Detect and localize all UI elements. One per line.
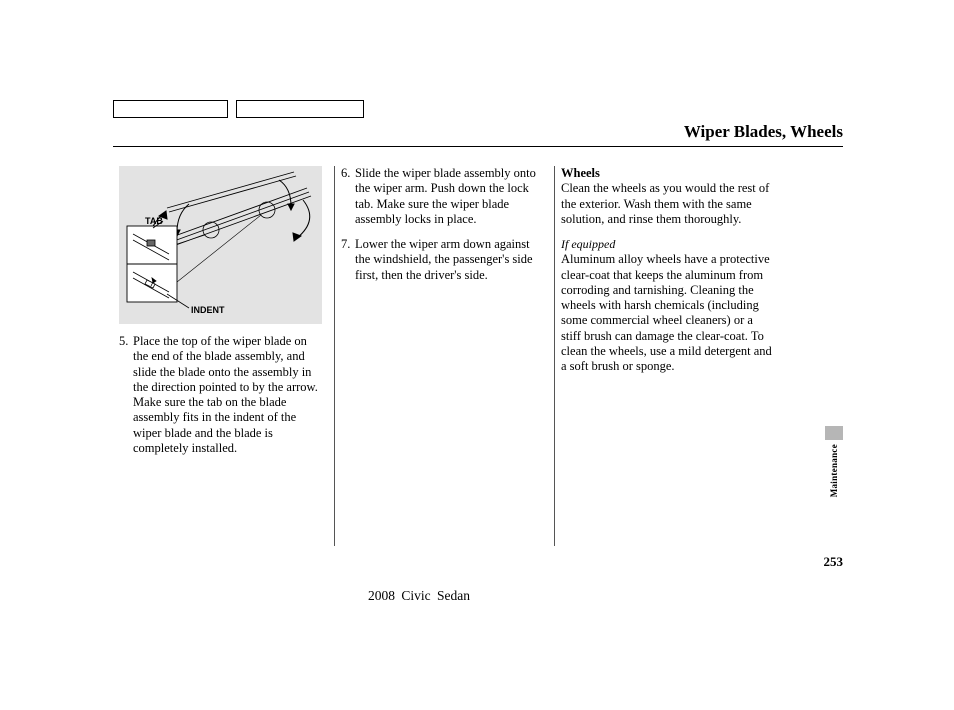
title-rule <box>113 146 843 147</box>
wiper-diagram-svg <box>119 166 322 324</box>
page-number: 253 <box>824 554 844 570</box>
column-1: TAB INDENT 5. Place the top of the wiper… <box>113 166 335 546</box>
diagram-label-indent: INDENT <box>191 305 225 315</box>
step-6: 6. Slide the wiper blade assembly onto t… <box>341 166 544 227</box>
top-nav-boxes <box>113 100 364 118</box>
column-2: 6. Slide the wiper blade assembly onto t… <box>335 166 555 546</box>
wiper-diagram: TAB INDENT <box>119 166 322 324</box>
model-year-footer: 2008 Civic Sedan <box>368 588 470 604</box>
wheels-heading: Wheels <box>561 166 600 180</box>
content-columns: TAB INDENT 5. Place the top of the wiper… <box>113 166 843 546</box>
wheels-section: Wheels Clean the wheels as you would the… <box>561 166 775 227</box>
step-5-number: 5. <box>119 334 133 456</box>
wheels-para1: Clean the wheels as you would the rest o… <box>561 181 769 226</box>
step-7-text: Lower the wiper arm down against the win… <box>355 237 544 283</box>
page-title: Wiper Blades, Wheels <box>684 122 843 141</box>
nav-box-2[interactable] <box>236 100 364 118</box>
step-5-body: Place the top of the wiper blade on the … <box>133 334 324 456</box>
wheels-para2: Aluminum alloy wheels have a protective … <box>561 252 772 373</box>
step-7-number: 7. <box>341 237 355 283</box>
if-equipped-label: If equipped <box>561 237 615 251</box>
step-7: 7. Lower the wiper arm down against the … <box>341 237 544 283</box>
step-5: 5. Place the top of the wiper blade on t… <box>119 334 324 456</box>
step-6-text: Slide the wiper blade assembly onto the … <box>355 166 544 227</box>
nav-box-1[interactable] <box>113 100 228 118</box>
step-5-text: Place the top of the wiper blade on the … <box>133 334 318 394</box>
column-3: Wheels Clean the wheels as you would the… <box>555 166 785 546</box>
section-tab <box>825 426 843 440</box>
step-5-text2: Make sure the tab on the blade assembly … <box>133 395 296 455</box>
step-6-number: 6. <box>341 166 355 227</box>
section-tab-label: Maintenance <box>829 444 839 497</box>
page-title-row: Wiper Blades, Wheels <box>684 122 843 142</box>
diagram-label-tab: TAB <box>145 216 163 226</box>
if-equipped-section: If equipped Aluminum alloy wheels have a… <box>561 237 775 374</box>
